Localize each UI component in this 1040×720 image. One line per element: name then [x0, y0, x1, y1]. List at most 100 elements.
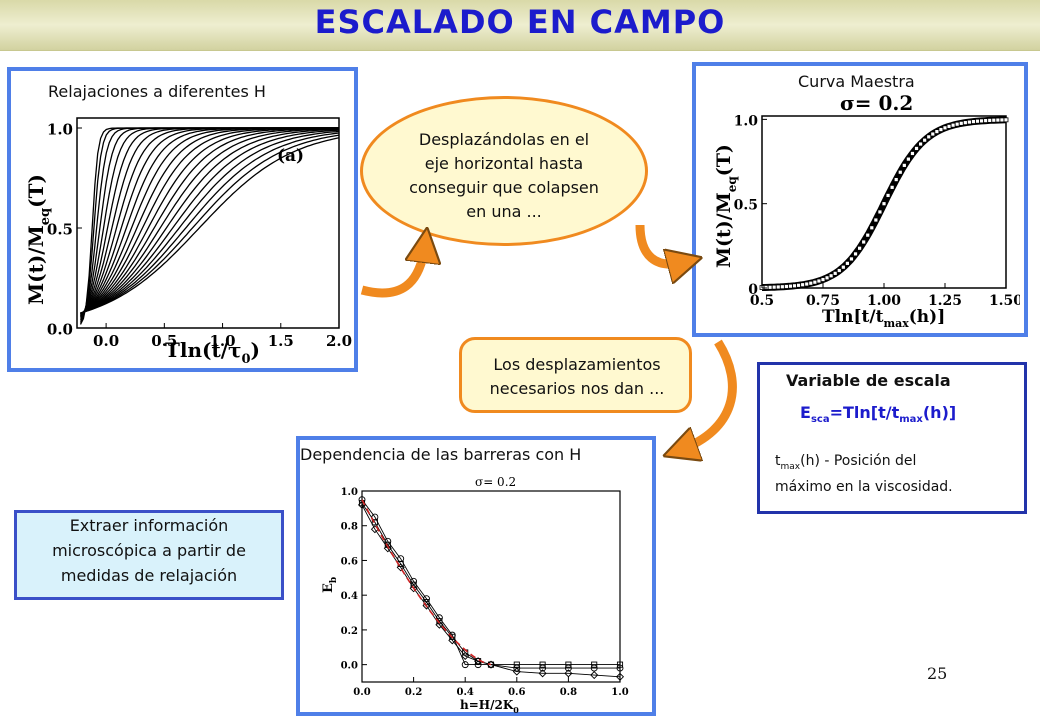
barrier-ytick-5: 1.0	[341, 487, 358, 498]
master-point-31	[885, 193, 891, 198]
info-line-1: Extraer información	[69, 516, 229, 535]
barrier-xtick-5: 1.0	[611, 687, 628, 698]
barrier-xtick-2: 0.4	[456, 687, 473, 698]
info-text: Extraer información microscópica a parti…	[17, 513, 281, 588]
slide-title: ESCALADO EN CAMPO	[314, 3, 726, 41]
master-point-41	[926, 134, 932, 140]
relax-ytick-0: 0.0	[47, 321, 73, 339]
barrier-series-circles-point-15	[616, 664, 624, 672]
shift-explanation-ellipse	[360, 96, 648, 246]
relaxation-y-label: M(t)/Meq(T)	[24, 174, 53, 305]
relaxation-curve-14	[80, 127, 340, 314]
shift-line-4: en una ...	[466, 202, 542, 221]
relax-xtick-0: 0.0	[93, 332, 119, 350]
barrier-series-circles-point-8	[461, 661, 469, 669]
master-point-26	[865, 232, 871, 238]
barrier-series-squares-point-14	[591, 661, 598, 668]
master-xtick-3: 1.25	[928, 293, 962, 309]
relax-xtick-1: 0.5	[151, 332, 177, 350]
master-point-25	[861, 239, 867, 245]
displacement-text: Los desplazamientos necesarios nos dan .…	[462, 353, 692, 401]
relaxation-curve-13	[80, 127, 339, 314]
barrier-series	[357, 496, 625, 681]
barrier-series-diamonds-point-6	[435, 620, 444, 629]
barriers-sigma: σ= 0.2	[475, 475, 516, 489]
barrier-series-circles-point-12	[539, 664, 547, 672]
barrier-series-circles-point-13	[564, 664, 572, 672]
barrier-y-ticks: 0.0 0.2 0.4 0.6 0.8 1.0	[341, 487, 367, 672]
relaxation-tag: (a)	[277, 146, 304, 166]
barrier-series-diamonds-point-3	[396, 563, 405, 572]
barrier-ytick-3: 0.6	[341, 556, 358, 567]
master-xtick-2: 1.00	[867, 293, 901, 309]
master-point-29	[877, 209, 883, 215]
title-bar	[0, 0, 1040, 51]
barrier-series-diamonds-point-13	[564, 669, 573, 678]
relaxation-x-ticks: 0.0 0.5 1.0 1.5 2.0	[93, 323, 352, 350]
info-box	[14, 510, 284, 600]
master-point-21	[844, 260, 850, 266]
barrier-ytick-1: 0.2	[341, 626, 358, 637]
barrier-series-diamonds-point-4	[409, 584, 418, 593]
master-ytick-1: 0.5	[734, 198, 758, 214]
master-point-37	[910, 151, 915, 156]
relaxation-plot-frame	[76, 117, 340, 329]
shift-line-1: Desplazándolas en el	[418, 130, 590, 149]
master-point-19	[836, 268, 842, 273]
arrow-to-master-icon	[635, 224, 685, 264]
barrier-series-diamonds-point-2	[383, 544, 392, 553]
relax-xtick-4: 2.0	[326, 332, 352, 350]
relax-xtick-3: 1.5	[268, 332, 294, 350]
master-point-42	[930, 131, 936, 137]
master-point-18	[832, 270, 838, 276]
relaxation-curve-15	[80, 128, 339, 314]
master-point-36	[905, 156, 911, 162]
barrier-series-circles-point-11	[513, 664, 521, 672]
barriers-x-label: h=H/2K0	[460, 698, 519, 713]
master-point-28	[873, 217, 879, 223]
barrier-series-circles-line	[361, 499, 620, 669]
displacement-line-1: Los desplazamientos	[493, 355, 661, 374]
panel-barriers	[296, 436, 656, 716]
arrow-to-ellipse-icon	[360, 245, 425, 298]
page-number: 25	[927, 664, 948, 683]
master-point-38	[914, 146, 919, 151]
relax-xtick-2: 1.0	[210, 332, 236, 350]
barrier-series-diamonds-point-12	[538, 669, 547, 678]
barrier-series-squares-point-15	[616, 661, 624, 668]
barrier-series-squares-point-13	[565, 661, 572, 668]
barrier-series-squares-point-1	[371, 519, 378, 526]
master-x-ticks: 0.5 0.75 1.00 1.25 1.50	[750, 283, 1020, 309]
barrier-series-squares-line	[361, 502, 620, 666]
info-line-3: medidas de relajación	[60, 566, 238, 585]
barrier-fit-dashed-line	[361, 499, 492, 666]
panel-barriers-label: Dependencia de las barreras con H	[300, 445, 582, 464]
master-point-27	[869, 225, 875, 231]
master-point-17	[828, 273, 834, 279]
master-point-34	[897, 169, 903, 175]
barrier-ytick-2: 0.4	[341, 591, 358, 602]
barriers-y-label: Eb	[321, 577, 339, 593]
master-point-35	[901, 162, 907, 168]
relaxation-curves	[79, 127, 340, 325]
master-y-label: M(t)/Meq(T)	[713, 144, 739, 268]
barrier-series-diamonds-line	[361, 504, 621, 678]
master-point-39	[918, 141, 924, 147]
relaxation-curve-18	[80, 130, 340, 314]
master-sigma: σ= 0.2	[840, 91, 913, 115]
arrow-to-barriers-icon	[680, 339, 737, 450]
shift-explanation-text: Desplazándolas en el eje horizontal hast…	[393, 128, 615, 224]
scale-variable-heading: Variable de escala	[786, 371, 951, 390]
relaxation-y-ticks: 0.0 0.5 1.0	[47, 121, 82, 339]
relax-ytick-2: 1.0	[47, 121, 73, 139]
scale-variable-description: tmax(h) - Posición del máximo en la visc…	[775, 453, 953, 495]
barrier-series-diamonds-point-11	[512, 667, 521, 676]
barrier-xtick-4: 0.8	[560, 687, 577, 698]
displacement-line-2: necesarios nos dan ...	[489, 379, 665, 398]
master-x-label: Tln[t/tmax(h)]	[822, 307, 945, 330]
master-ytick-0: 0	[748, 282, 758, 298]
relaxation-curve-19	[80, 132, 340, 314]
master-point-40	[922, 137, 928, 143]
scale-variable-box	[757, 362, 1027, 514]
